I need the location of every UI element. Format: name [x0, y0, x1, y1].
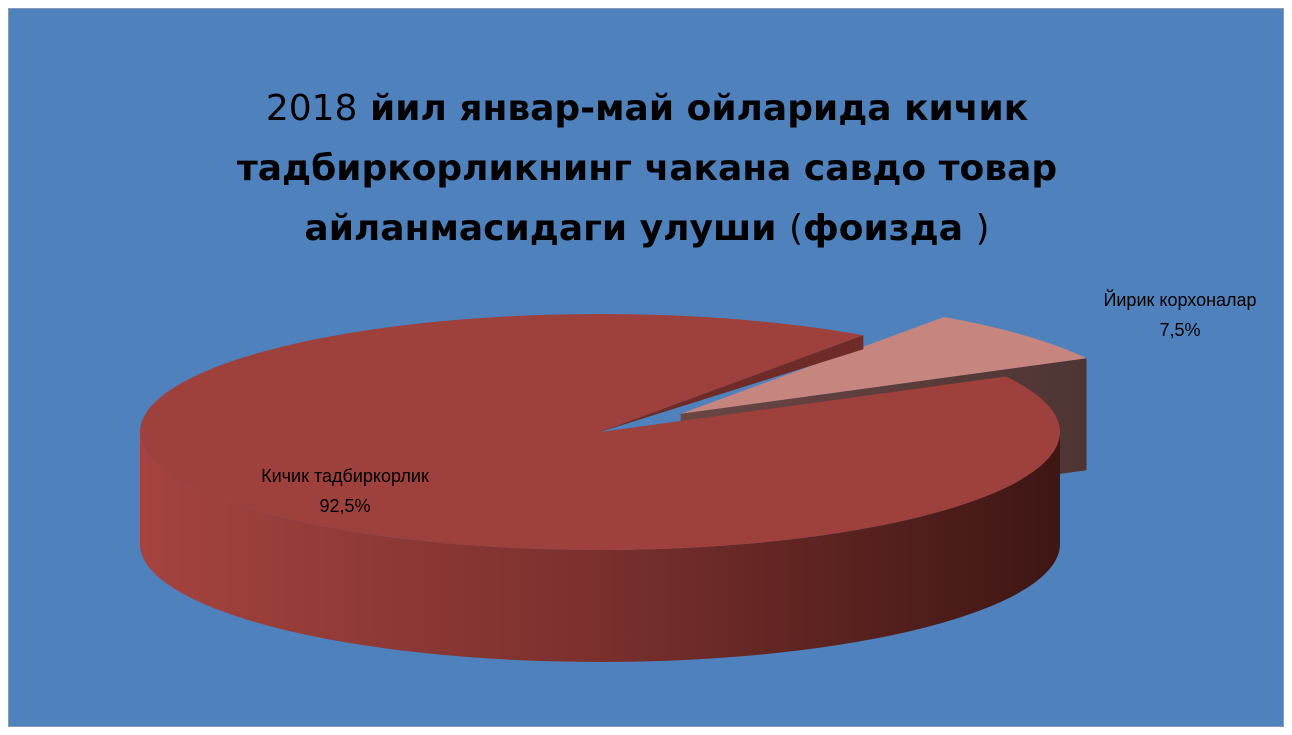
title-line-1: йил январ-май ойларида кичик [370, 88, 1029, 129]
title-paren-close: ) [975, 208, 990, 249]
slice-1-name: Кичик тадбиркорлик [261, 466, 429, 486]
title-line-2: тадбиркорликнинг чакана савдо товар [236, 148, 1058, 189]
slice-1-rim [140, 432, 1060, 662]
pie-labels: Кичик тадбиркорлик 92,5% Йирик корхоналар 7… [261, 289, 1256, 516]
pie-slices [140, 314, 1087, 662]
title-paren-word: фоизда [803, 208, 963, 249]
slice-2-value: 7,5% [1159, 320, 1200, 340]
slice-1-cut [600, 335, 864, 432]
title-paren-open: ( [788, 208, 804, 249]
chart-title: 2018 йил январ-май ойларида кичик тадбир… [9, 79, 1285, 259]
slice-2-top [680, 317, 1087, 414]
slice-2-name: Йирик корхоналар [1103, 289, 1256, 310]
title-year: 2018 [265, 88, 358, 129]
slice-1-value: 92,5% [319, 496, 370, 516]
title-line-3: айланмасидаги улуши [304, 208, 777, 249]
slice-1-top [140, 314, 1060, 550]
